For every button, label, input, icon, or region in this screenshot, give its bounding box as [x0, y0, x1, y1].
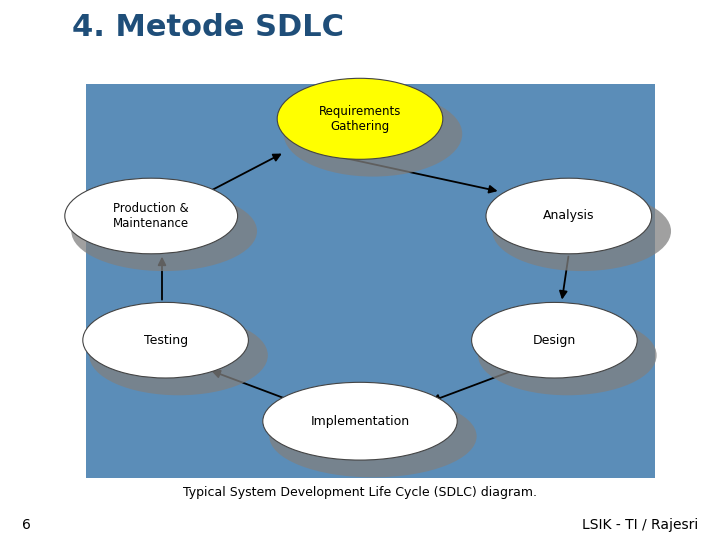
Ellipse shape: [492, 191, 671, 271]
Ellipse shape: [284, 91, 462, 177]
Text: Typical System Development Life Cycle (SDLC) diagram.: Typical System Development Life Cycle (S…: [183, 486, 537, 499]
Text: Analysis: Analysis: [543, 210, 595, 222]
Ellipse shape: [83, 302, 248, 378]
Text: 6: 6: [22, 518, 30, 532]
Ellipse shape: [263, 382, 457, 460]
Ellipse shape: [71, 191, 257, 271]
Text: Production &
Maintenance: Production & Maintenance: [113, 202, 189, 230]
Text: Testing: Testing: [143, 334, 188, 347]
Text: 4. Metode SDLC: 4. Metode SDLC: [72, 14, 344, 43]
Text: Implementation: Implementation: [310, 415, 410, 428]
Text: Requirements
Gathering: Requirements Gathering: [319, 105, 401, 133]
Ellipse shape: [486, 178, 652, 254]
Ellipse shape: [65, 178, 238, 254]
Ellipse shape: [478, 315, 657, 395]
Ellipse shape: [277, 78, 443, 159]
Text: LSIK - TI / Rajesri: LSIK - TI / Rajesri: [582, 518, 698, 532]
FancyBboxPatch shape: [86, 84, 655, 478]
Ellipse shape: [472, 302, 637, 378]
Ellipse shape: [89, 315, 268, 395]
Text: Design: Design: [533, 334, 576, 347]
Ellipse shape: [269, 395, 477, 477]
